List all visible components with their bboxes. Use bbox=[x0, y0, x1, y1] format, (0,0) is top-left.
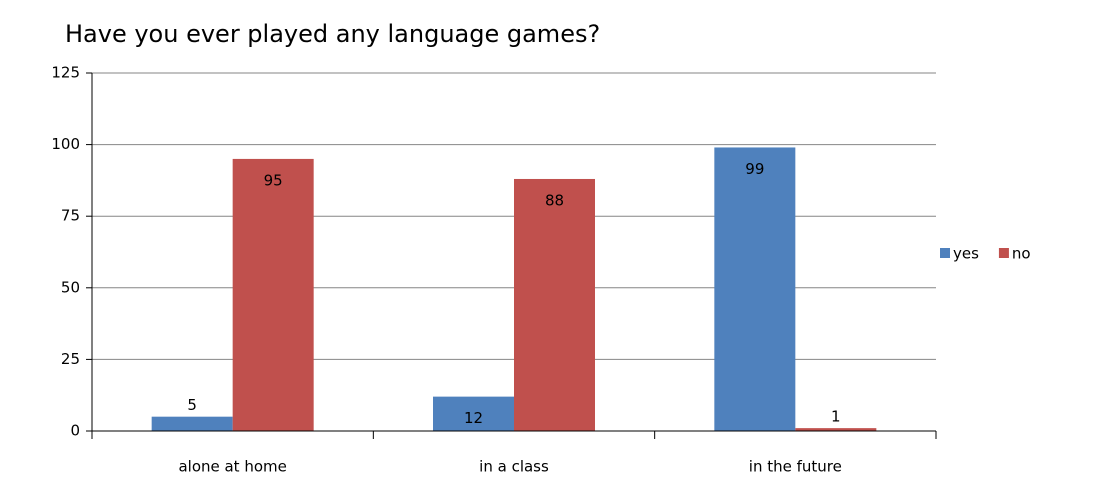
data-label: 99 bbox=[745, 160, 764, 178]
y-tick-label: 125 bbox=[51, 64, 80, 82]
y-tick-label: 50 bbox=[61, 278, 80, 296]
bar bbox=[433, 396, 514, 431]
data-label: 95 bbox=[264, 171, 283, 189]
bar bbox=[151, 416, 233, 431]
chart-title: Have you ever played any language games? bbox=[65, 20, 600, 48]
legend-swatch bbox=[940, 248, 950, 258]
legend-label: yes bbox=[953, 245, 979, 263]
bar bbox=[714, 147, 796, 432]
bar bbox=[232, 158, 314, 432]
x-tick-label: in the future bbox=[749, 458, 842, 476]
data-label: 5 bbox=[187, 396, 197, 414]
data-label: 1 bbox=[831, 408, 841, 426]
bar bbox=[795, 428, 877, 431]
x-tick-label: alone at home bbox=[178, 458, 286, 476]
bar bbox=[514, 178, 595, 431]
x-tick-label: in a class bbox=[479, 458, 549, 476]
y-tick-label: 100 bbox=[51, 135, 80, 153]
y-tick-label: 0 bbox=[70, 422, 80, 440]
y-tick-label: 25 bbox=[61, 350, 80, 368]
data-label: 12 bbox=[464, 409, 483, 427]
legend-label: no bbox=[1012, 245, 1031, 263]
data-label: 88 bbox=[545, 191, 564, 209]
y-tick-label: 75 bbox=[61, 207, 80, 225]
legend-swatch bbox=[998, 248, 1009, 258]
